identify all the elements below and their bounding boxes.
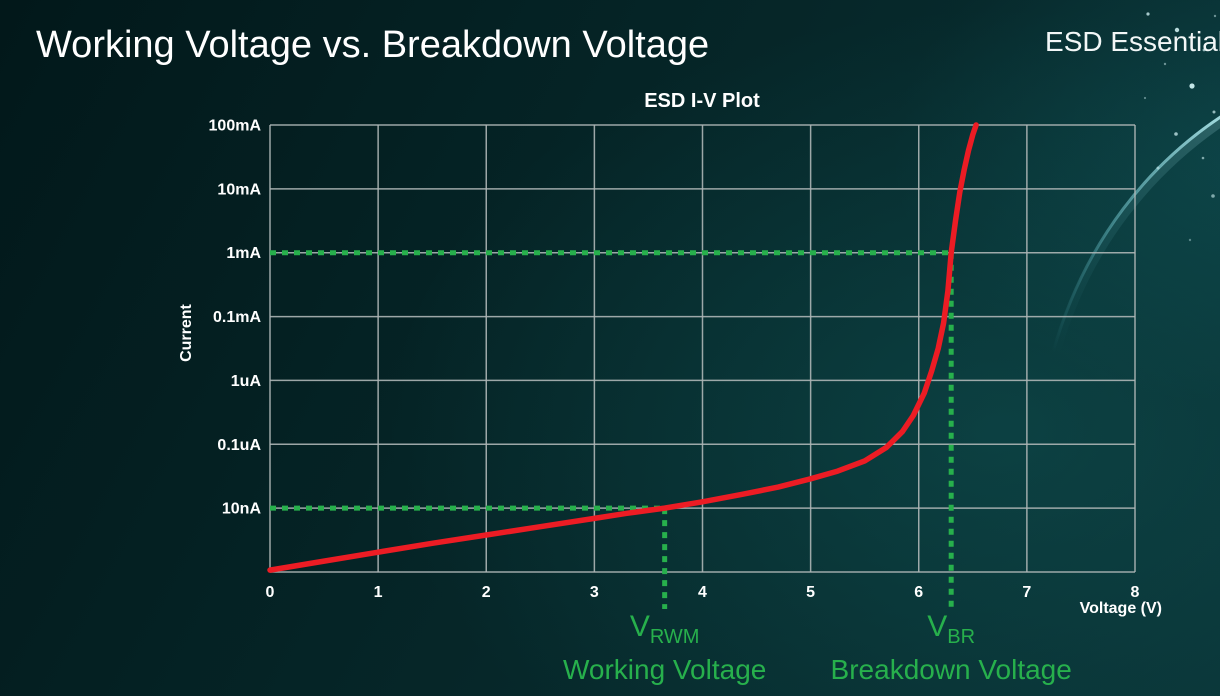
x-tick-label: 2 bbox=[482, 584, 491, 601]
page-title: Working Voltage vs. Breakdown Voltage bbox=[36, 24, 710, 66]
iv-curve bbox=[267, 122, 979, 573]
y-axis-label: Current bbox=[178, 304, 195, 362]
x-tick-label: 0 bbox=[266, 584, 275, 601]
x-tick-label: 3 bbox=[590, 584, 599, 601]
vbr-annotation: VBR Breakdown Voltage bbox=[831, 612, 1072, 686]
vrwm-symbol-subscript: RWM bbox=[649, 626, 700, 648]
chart-title: ESD I-V Plot bbox=[644, 90, 760, 112]
brand-label: ESD Essential bbox=[1045, 26, 1220, 57]
vrwm-caption: Working Voltage bbox=[562, 654, 767, 685]
x-tick-label: 7 bbox=[1022, 584, 1031, 601]
x-tick-label: 5 bbox=[806, 584, 815, 601]
y-tick-label: 1mA bbox=[226, 245, 261, 262]
y-tick-label: 10nA bbox=[222, 501, 262, 518]
x-axis-label: Voltage (V) bbox=[1079, 600, 1162, 617]
vbr-symbol-letter: V bbox=[927, 610, 948, 643]
y-tick-label: 1uA bbox=[231, 373, 262, 390]
x-tick-label: 4 bbox=[698, 584, 707, 601]
vbr-symbol-subscript: BR bbox=[947, 626, 976, 648]
y-tick-label: 0.1mA bbox=[213, 309, 261, 326]
vbr-caption: Breakdown Voltage bbox=[830, 654, 1072, 685]
y-tick-label: 10mA bbox=[217, 181, 261, 198]
vrwm-symbol: VRWM bbox=[563, 612, 766, 652]
vrwm-annotation: VRWM Working Voltage bbox=[563, 612, 766, 686]
y-tick-label: 100mA bbox=[209, 118, 262, 135]
x-tick-label: 8 bbox=[1131, 584, 1140, 601]
vrwm-symbol-letter: V bbox=[629, 610, 650, 643]
y-tick-label: 0.1uA bbox=[217, 437, 261, 454]
x-tick-label: 6 bbox=[914, 584, 923, 601]
vbr-symbol: VBR bbox=[831, 612, 1072, 652]
x-tick-label: 1 bbox=[374, 584, 383, 601]
swoosh-curve bbox=[1051, 115, 1220, 353]
